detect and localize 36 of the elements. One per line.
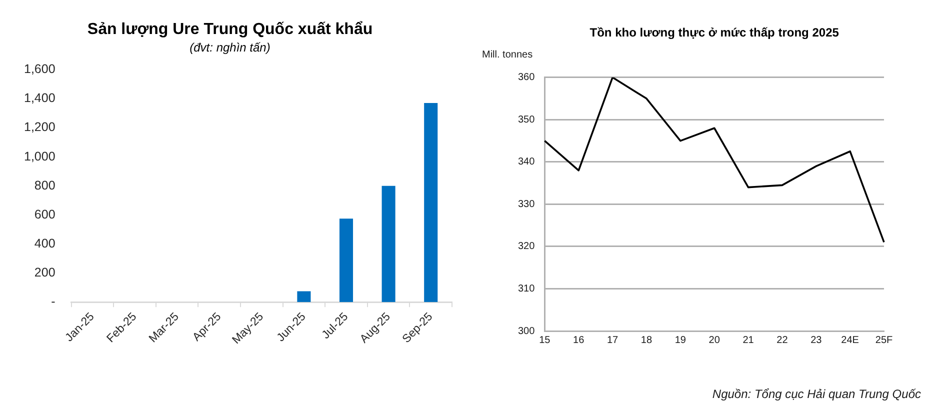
x-tick-label: 21 (742, 334, 754, 346)
y-tick-label: 320 (518, 241, 536, 252)
y-tick-label: 310 (518, 283, 536, 294)
x-tick-label: 20 (708, 334, 720, 346)
bar (424, 103, 438, 302)
x-tick-label: 15 (539, 334, 551, 346)
y-tick-label: 800 (34, 178, 56, 192)
text: Nguồn: Tổng cục Hải quan Trung Quốc (712, 387, 921, 401)
y-tick-label: 600 (34, 207, 56, 222)
x-tick-label: 24E (841, 334, 860, 346)
bar (339, 218, 354, 302)
y-tick-label: 360 (518, 72, 536, 84)
x-tick-label: 18 (640, 334, 652, 346)
chart-title: Sản lượng Ure Trung Quốc xuất khẩu (87, 21, 373, 38)
x-tick-label: 16 (573, 334, 585, 346)
bar (297, 291, 311, 302)
y-tick-label: 300 (518, 326, 536, 337)
y-tick-label: 200 (34, 266, 56, 280)
y-tick-label: 330 (518, 198, 536, 210)
x-tick-label: 25F (875, 334, 893, 346)
y-tick-label: 1,600 (24, 62, 56, 76)
y-axis-title: Mill. tonnes (482, 49, 533, 60)
bar (382, 186, 396, 302)
y-tick-label: 1,400 (24, 91, 56, 106)
chart-title: Tồn kho lương thực ở mức thấp trong 2025 (590, 26, 840, 40)
chart-subtitle: (đvt: nghìn tấn) (190, 40, 270, 55)
x-tick-label: 19 (674, 334, 686, 346)
y-tick-label: - (51, 294, 56, 309)
y-tick-label: 350 (518, 114, 536, 126)
x-tick-label: 22 (776, 334, 788, 346)
y-tick-label: 340 (518, 156, 536, 168)
x-tick-label: 23 (810, 334, 822, 346)
y-tick-label: 1,000 (24, 149, 56, 164)
x-tick-label: 17 (606, 334, 619, 346)
y-tick-label: 1,200 (24, 120, 56, 134)
y-tick-label: 400 (34, 236, 56, 250)
